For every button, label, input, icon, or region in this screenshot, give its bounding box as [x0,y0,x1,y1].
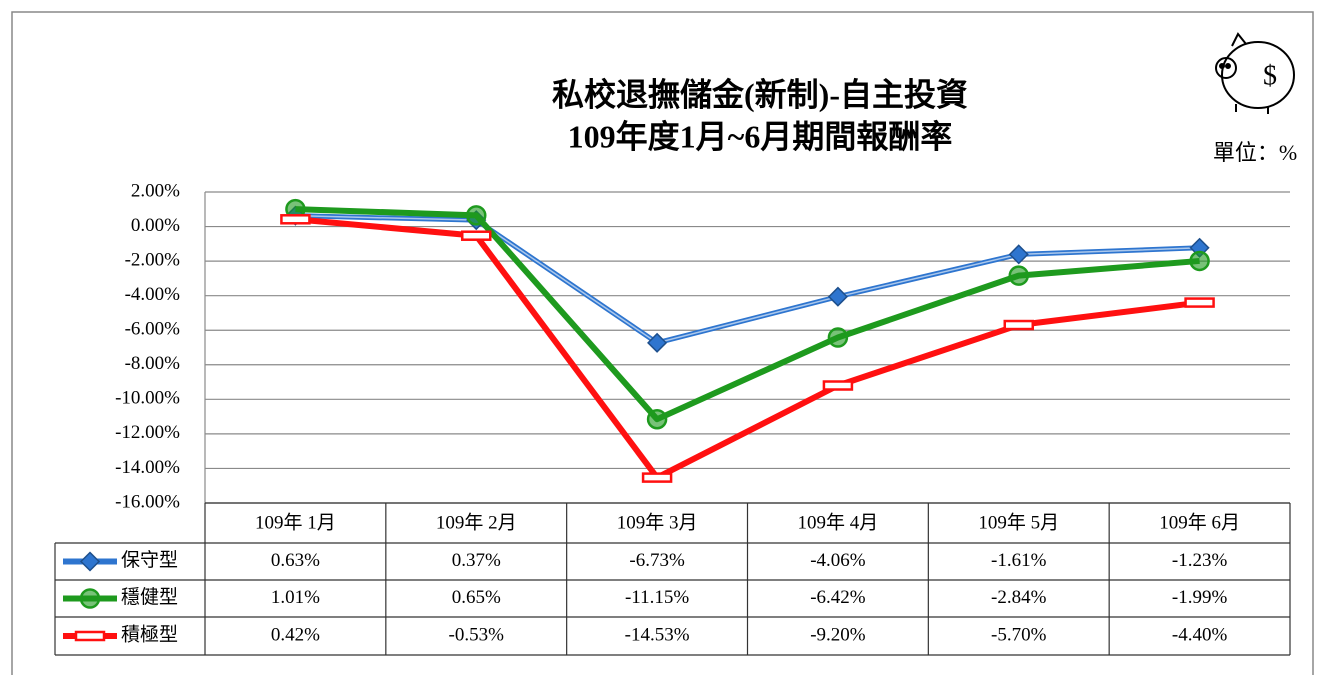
chart: 私校退撫儲金(新制)-自主投資 109年度1月~6月期間報酬率 單位：% $ 2… [0,0,1325,675]
x-tick-label: 109年 5月 [978,511,1059,533]
x-tick-label: 109年 2月 [436,511,517,533]
chart-title: 私校退撫儲金(新制)-自主投資 [552,76,968,112]
y-tick-label: 0.00% [131,215,180,236]
point [1186,299,1214,307]
series-line [295,216,1199,343]
series-line-highlight [295,216,1199,343]
data-label: -2.84% [991,587,1047,608]
point [643,474,671,482]
point [829,328,847,346]
legend-label: 保守型 [121,549,178,571]
x-tick-label: 109年 3月 [617,511,698,533]
point [1191,252,1209,270]
series-line [295,209,1199,419]
data-label: -1.23% [1172,550,1228,571]
legend-marker [76,632,104,640]
x-tick-label: 109年 6月 [1159,511,1240,533]
legend-marker [81,590,99,608]
point [648,410,666,428]
data-label: -6.42% [810,587,866,608]
point [1010,267,1028,285]
x-tick-label: 109年 4月 [798,511,879,533]
y-tick-label: -10.00% [115,388,180,409]
point [1005,321,1033,329]
data-label: -1.61% [991,550,1047,571]
svg-text:$: $ [1263,60,1277,91]
y-tick-label: -2.00% [125,249,181,270]
data-label: -9.20% [810,624,866,645]
y-tick-label: -6.00% [125,319,181,340]
legend-label: 積極型 [121,623,178,645]
y-tick-label: -4.00% [125,284,181,305]
data-label: -0.53% [449,624,505,645]
series-line [295,219,1199,477]
y-tick-label: -14.00% [115,457,180,478]
y-tick-label: -12.00% [115,422,180,443]
data-label: 0.42% [271,624,320,645]
data-label: -1.99% [1172,587,1228,608]
data-label: 0.37% [452,550,501,571]
data-label: 0.65% [452,587,501,608]
y-tick-label: 2.00% [131,180,180,201]
unit-note: 單位：% [1213,140,1297,165]
x-tick-label: 109年 1月 [255,511,336,533]
point [824,382,852,390]
data-label: -11.15% [625,587,689,608]
point [829,288,847,306]
data-label: -4.06% [810,550,866,571]
data-label: -5.70% [991,624,1047,645]
point [467,206,485,224]
legend-label: 穩健型 [121,586,178,608]
data-label: 0.63% [271,550,320,571]
data-label: -6.73% [629,550,685,571]
y-tick-label: -16.00% [115,491,180,512]
data-label: 1.01% [271,587,320,608]
y-tick-label: -8.00% [125,353,181,374]
data-label: -14.53% [625,624,690,645]
data-label: -4.40% [1172,624,1228,645]
point [281,215,309,223]
point [462,232,490,240]
chart-subtitle: 109年度1月~6月期間報酬率 [568,118,953,154]
legend-marker [81,553,99,571]
piggy-icon: $ [1216,34,1294,114]
